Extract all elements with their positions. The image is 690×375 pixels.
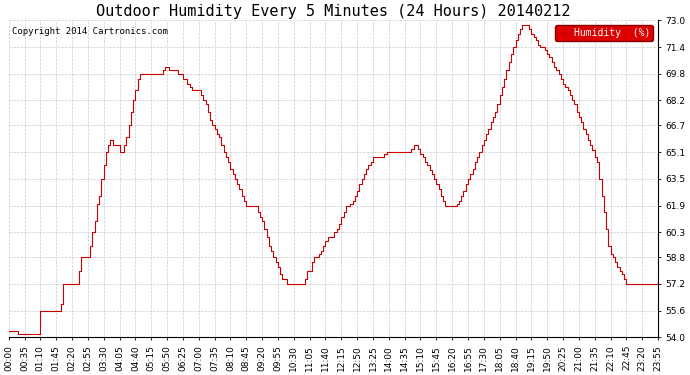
Text: Copyright 2014 Cartronics.com: Copyright 2014 Cartronics.com: [12, 27, 168, 36]
Title: Outdoor Humidity Every 5 Minutes (24 Hours) 20140212: Outdoor Humidity Every 5 Minutes (24 Hou…: [96, 4, 571, 19]
Legend: Humidity  (%): Humidity (%): [555, 25, 653, 41]
